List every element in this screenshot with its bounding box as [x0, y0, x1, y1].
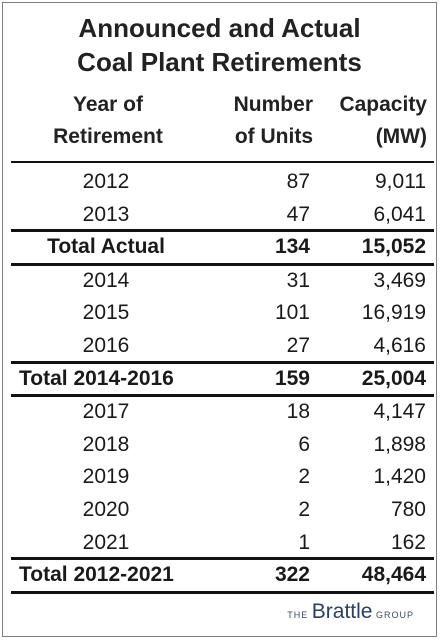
cell-units: 27 — [286, 334, 310, 357]
header-rule — [11, 161, 434, 163]
cell-units: 47 — [286, 202, 310, 226]
header-capacity: Capacity (MW) — [323, 89, 427, 153]
logo-suffix: GROUP — [375, 610, 414, 620]
total-row: Total 2012-2021 322 48,464 — [11, 559, 434, 591]
cell-capacity: 1,898 — [373, 432, 426, 456]
cell-year: Total Actual — [47, 235, 165, 259]
header-year-line-1: Year of — [72, 93, 144, 116]
table-row: 2014 31 3,469 — [11, 265, 434, 297]
cell-year: Total 2014-2016 — [19, 366, 174, 390]
header-units: Number of Units — [213, 89, 313, 153]
cell-year: 2014 — [82, 268, 130, 292]
cell-units: 31 — [286, 268, 310, 292]
table-row: 2013 47 6,041 — [11, 199, 434, 231]
cell-year: 2019 — [82, 465, 130, 489]
cell-year: 2018 — [82, 432, 130, 456]
cell-units: 134 — [274, 235, 310, 259]
cell-year: Total 2012-2021 — [19, 563, 174, 587]
cell-capacity: 780 — [390, 498, 426, 521]
cell-year: 2013 — [82, 202, 130, 226]
cell-capacity: 16,919 — [361, 301, 426, 325]
header-capacity-line-2: (MW) — [375, 125, 427, 148]
cell-capacity: 1,420 — [373, 465, 426, 489]
table-row: 2020 2 780 — [11, 494, 434, 526]
cell-capacity: 9,011 — [375, 170, 426, 193]
brattle-logo: THE Brattle GROUP — [287, 600, 414, 624]
table-row: 2018 6 1,898 — [11, 429, 434, 461]
cell-capacity: 3,469 — [373, 268, 426, 292]
table-row: 2019 2 1,420 — [11, 461, 434, 493]
header-units-line-2: of Units — [234, 125, 313, 148]
cell-units: 159 — [274, 366, 310, 390]
header-year: Year of Retirement — [23, 89, 193, 153]
total-rule-top — [11, 229, 434, 233]
cell-year: 2021 — [82, 530, 130, 554]
total-rule-top — [11, 360, 434, 364]
cell-capacity: 4,147 — [373, 400, 426, 424]
header-year-line-2: Retirement — [53, 125, 163, 148]
cell-capacity: 25,004 — [361, 366, 426, 390]
cell-year: 2012 — [82, 170, 130, 193]
cell-year: 2020 — [82, 498, 130, 521]
cell-units: 6 — [298, 432, 310, 456]
table-row: 2015 101 16,919 — [11, 297, 434, 329]
header-units-line-1: Number — [233, 93, 313, 116]
cell-year: 2015 — [82, 301, 130, 325]
cell-units: 87 — [286, 170, 310, 193]
cell-year: 2017 — [82, 400, 130, 424]
table-row: 2021 1 162 — [11, 527, 434, 559]
total-rule-bottom — [11, 394, 434, 398]
table-row: 2017 18 4,147 — [11, 396, 434, 428]
table-row: 2016 27 4,616 — [11, 330, 434, 362]
cell-capacity: 15,052 — [361, 235, 426, 259]
cell-units: 18 — [286, 400, 310, 424]
total-row: Total 2014-2016 159 25,004 — [11, 363, 434, 395]
table-frame: Announced and Actual Coal Plant Retireme… — [2, 2, 437, 637]
total-rule-bottom — [11, 262, 434, 266]
total-rule-bottom — [11, 590, 434, 594]
total-rule-top — [11, 557, 434, 561]
table-title: Announced and Actual Coal Plant Retireme… — [3, 11, 436, 79]
cell-units: 1 — [298, 530, 310, 554]
logo-prefix: THE — [287, 610, 309, 620]
header-capacity-line-1: Capacity — [339, 93, 427, 116]
cell-units: 322 — [274, 563, 310, 587]
cell-year: 2016 — [82, 334, 130, 357]
cell-capacity: 4,616 — [373, 334, 426, 357]
total-row: Total Actual 134 15,052 — [11, 231, 434, 263]
cell-capacity: 48,464 — [361, 563, 426, 587]
cell-units: 101 — [274, 301, 310, 325]
title-line-2: Coal Plant Retirements — [77, 47, 362, 77]
cell-units: 2 — [298, 465, 310, 489]
cell-capacity: 6,041 — [373, 202, 426, 226]
table-row: 2012 87 9,011 — [11, 166, 434, 198]
cell-capacity: 162 — [390, 530, 426, 554]
title-line-1: Announced and Actual — [78, 13, 361, 43]
logo-brand: Brattle — [311, 600, 373, 623]
cell-units: 2 — [298, 498, 310, 521]
